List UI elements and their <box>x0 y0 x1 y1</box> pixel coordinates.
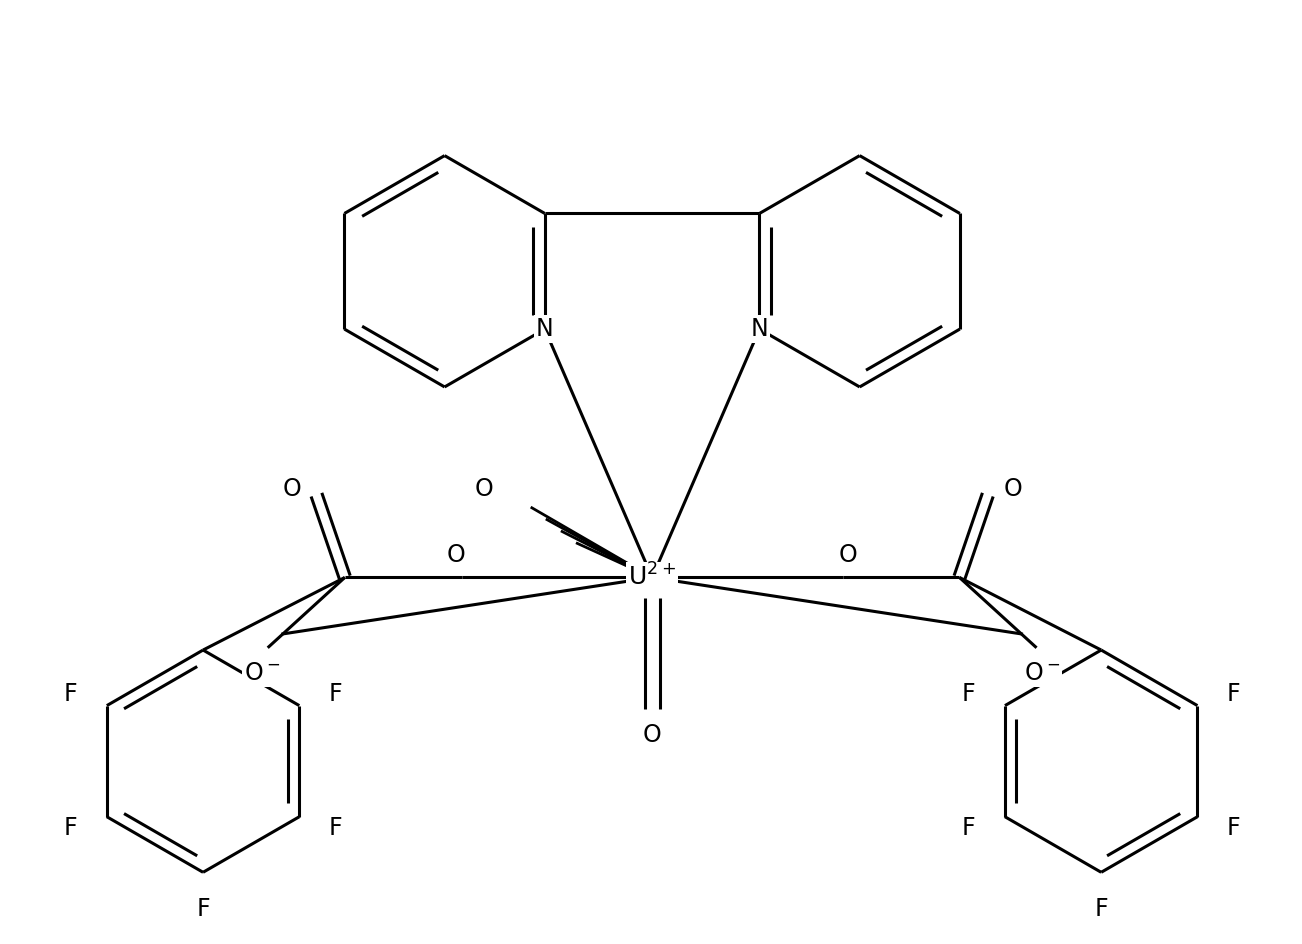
Text: O: O <box>447 543 465 566</box>
Text: O: O <box>475 477 493 501</box>
Text: O$^-$: O$^-$ <box>243 661 280 684</box>
Text: O: O <box>1004 477 1022 501</box>
Text: F: F <box>64 816 77 840</box>
Text: O: O <box>643 723 661 747</box>
Text: F: F <box>962 683 975 706</box>
Text: U$^{2+}$: U$^{2+}$ <box>628 564 676 591</box>
Text: F: F <box>64 683 77 706</box>
Text: F: F <box>329 683 342 706</box>
Text: O: O <box>283 477 301 501</box>
Text: F: F <box>1226 816 1241 840</box>
Text: O: O <box>838 543 858 566</box>
Text: N: N <box>751 317 768 341</box>
Text: F: F <box>197 897 210 920</box>
Text: F: F <box>329 816 342 840</box>
Text: F: F <box>1095 897 1108 920</box>
Text: O$^-$: O$^-$ <box>1025 661 1060 684</box>
Text: F: F <box>962 816 975 840</box>
Text: F: F <box>1226 683 1241 706</box>
Text: N: N <box>536 317 553 341</box>
